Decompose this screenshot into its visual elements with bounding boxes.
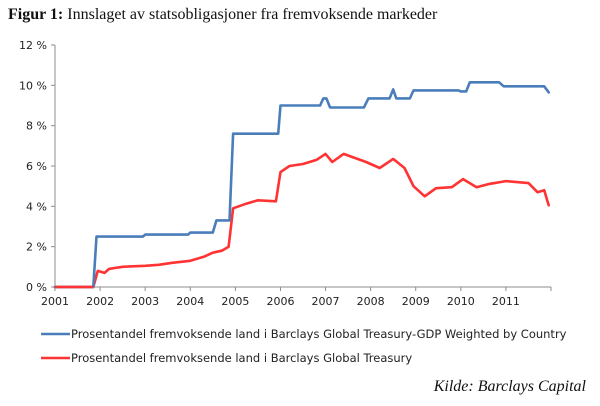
x-tick-label: 2004 <box>176 295 204 308</box>
x-tick-label: 2008 <box>357 295 385 308</box>
source-caption: Kilde: Barclays Capital <box>433 378 586 395</box>
y-tick-label: 8 % <box>26 120 47 133</box>
x-tick-label: 2002 <box>86 295 114 308</box>
x-tick-label: 2011 <box>492 295 520 308</box>
y-tick-label: 0 % <box>26 281 47 294</box>
y-tick-label: 12 % <box>19 39 47 52</box>
axes: 0 % 2 % 4 % 6 % 8 % 10 % 12 % 2001 2002 2003 2004 2… <box>19 39 552 308</box>
figure-title: Figur 1: Innslaget av statsobligasjoner … <box>8 6 437 24</box>
series-lines <box>53 81 550 289</box>
x-tick-label: 2003 <box>131 295 159 308</box>
figure-title-text: Innslaget av statsobligasjoner fra fremv… <box>67 6 438 23</box>
legend: Prosentandel fremvoksende land i Barclay… <box>41 327 567 365</box>
x-tick-label: 2007 <box>312 295 340 308</box>
x-tick-label: 2010 <box>447 295 475 308</box>
figure-label: Figur 1: <box>8 6 64 23</box>
legend-label-1: Prosentandel fremvoksende land i Barclay… <box>71 327 567 341</box>
line-chart: 0 % 2 % 4 % 6 % 8 % 10 % 12 % 2001 2002 2003 2004 2… <box>19 39 567 365</box>
legend-label-2: Prosentandel fremvoksende land i Barclay… <box>71 351 412 365</box>
x-tick-label: 2006 <box>266 295 294 308</box>
y-tick-label: 2 % <box>26 241 47 254</box>
x-tick-label: 2009 <box>402 295 430 308</box>
series-line-1 <box>53 81 550 289</box>
y-tick-label: 4 % <box>26 200 47 213</box>
series-line-2 <box>53 152 550 289</box>
x-tick-label: 2005 <box>221 295 249 308</box>
y-tick-label: 6 % <box>26 160 47 173</box>
x-tick-label: 2001 <box>41 295 69 308</box>
y-tick-label: 10 % <box>19 79 47 92</box>
